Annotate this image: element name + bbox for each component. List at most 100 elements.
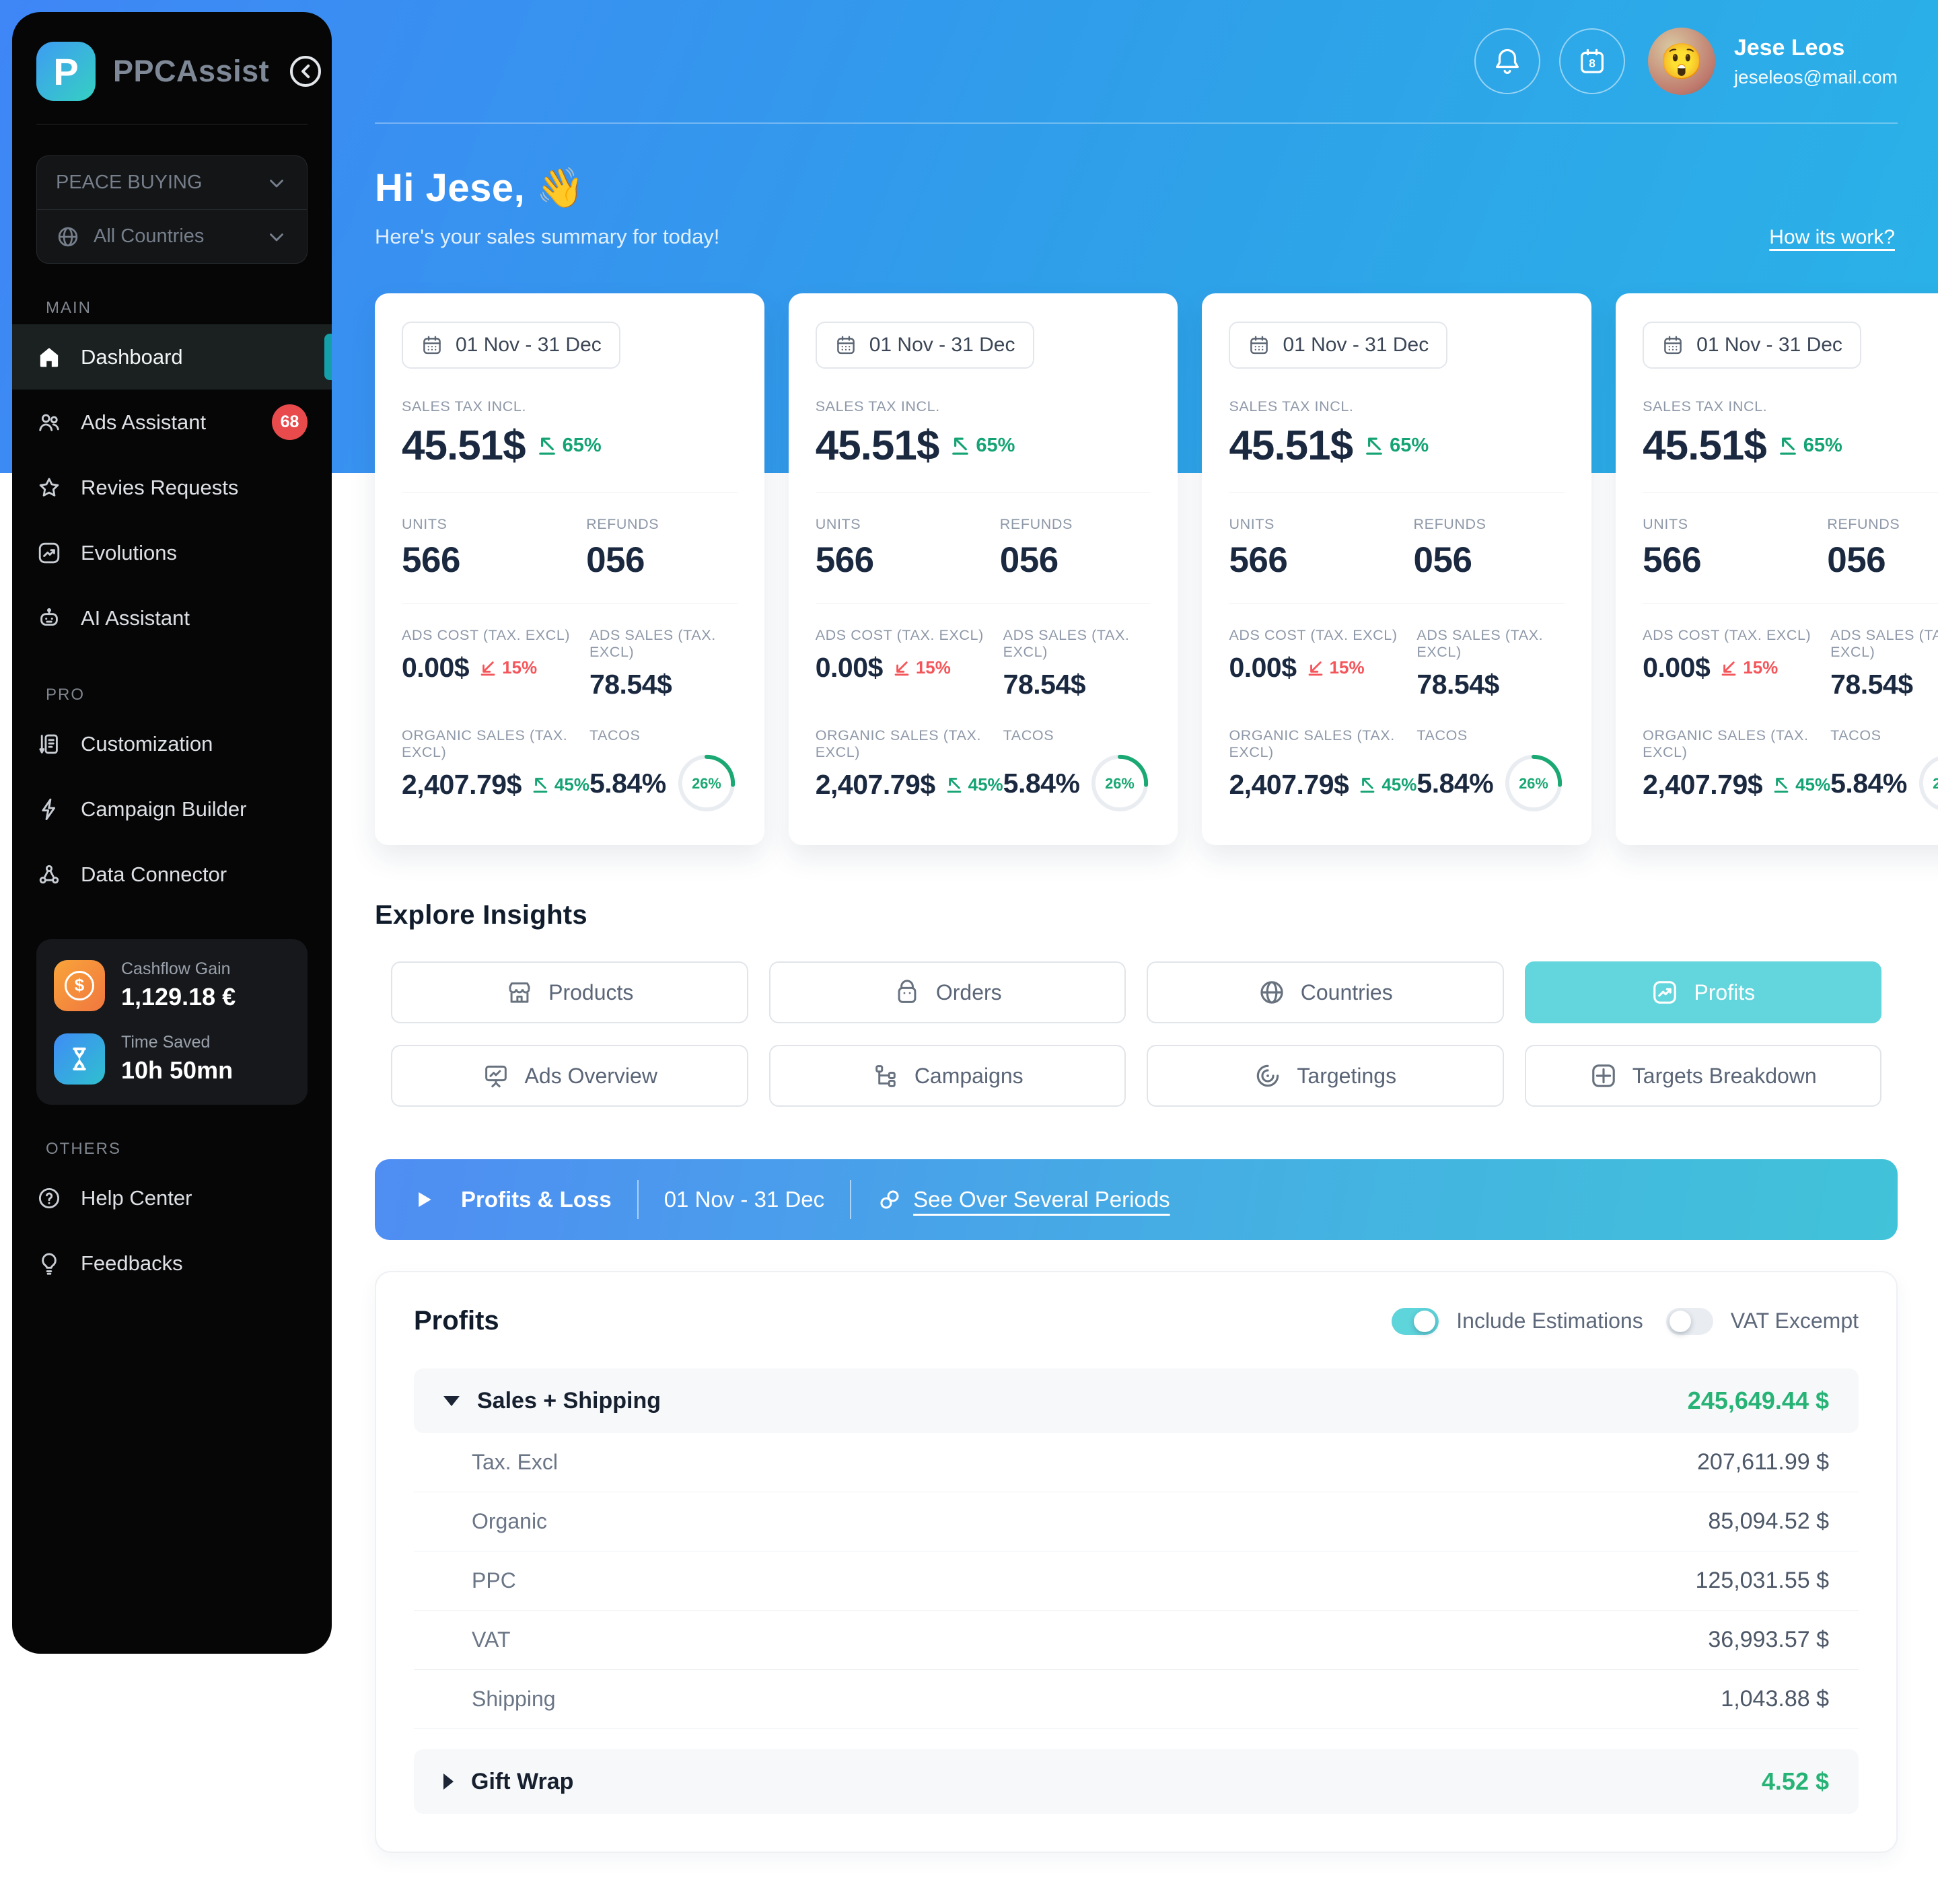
units-refunds-grid: UNITS 566 REFUNDS 056	[816, 516, 1151, 581]
row-value: 4.52 $	[1761, 1767, 1829, 1795]
time-saved-stat: Time Saved 10h 50mn	[54, 1033, 290, 1085]
explore-insights-title: Explore Insights	[375, 900, 587, 930]
organic-sales-value: 2,407.79$	[815, 769, 935, 800]
profits-table: Sales + Shipping 245,649.44 $ Tax. Excl …	[414, 1368, 1859, 1814]
sidebar-item-help-center[interactable]: Help Center	[12, 1165, 332, 1231]
date-range-label: 01 Nov - 31 Dec	[456, 334, 602, 356]
date-range-chip[interactable]: 01 Nov - 31 Dec	[402, 322, 620, 369]
profits-button[interactable]: Profits	[1524, 961, 1881, 1023]
sidebar-item-dashboard[interactable]: Dashboard	[12, 324, 332, 390]
svg-text:26%: 26%	[692, 775, 721, 792]
sidebar-item-ads-assistant[interactable]: Ads Assistant 68	[12, 390, 332, 455]
calendar-button[interactable]	[1558, 28, 1625, 94]
calendar-icon	[834, 334, 857, 357]
sidebar-stats-card: $ Cashflow Gain 1,129.18 € Time Saved 10…	[36, 939, 308, 1105]
home-icon	[36, 344, 62, 370]
units-refunds-grid: UNITS 566 REFUNDS 056	[402, 516, 738, 581]
sidebar-item-revies-requests[interactable]: Revies Requests	[12, 455, 332, 520]
orders-button[interactable]: Orders	[768, 961, 1126, 1023]
calendar-icon	[421, 334, 443, 357]
table-row-sales-shipping[interactable]: Sales + Shipping 245,649.44 $	[414, 1368, 1859, 1433]
chevron-left-circle-icon	[287, 52, 324, 90]
sidebar-item-campaign-builder[interactable]: Campaign Builder	[12, 776, 332, 842]
campaigns-button[interactable]: Campaigns	[768, 1045, 1126, 1107]
avatar[interactable]: 😲	[1647, 28, 1715, 95]
ads-cost-value: 0.00$	[402, 652, 470, 683]
sales-tax-value: 45.51$	[402, 423, 526, 469]
sidebar-section-main: MAIN	[46, 299, 92, 317]
greeting-subtitle: Here's your sales summary for today!	[375, 225, 720, 248]
card-divider	[402, 603, 738, 604]
refunds-value: 056	[999, 540, 1058, 580]
chevron-down-icon	[265, 225, 288, 248]
units-refunds-grid: UNITS 566 REFUNDS 056	[1643, 516, 1938, 581]
products-button[interactable]: Products	[391, 961, 748, 1023]
targetings-button[interactable]: Targetings	[1147, 1045, 1504, 1107]
countries-button[interactable]: Countries	[1147, 961, 1504, 1023]
refunds-value: 056	[1827, 540, 1886, 580]
sales-tax-value: 45.51$	[815, 423, 940, 469]
card-divider	[1643, 492, 1938, 493]
include-estimations-toggle[interactable]	[1392, 1307, 1439, 1335]
sales-delta: 65%	[1363, 435, 1429, 457]
card-divider	[1229, 492, 1565, 493]
units-value: 566	[1643, 540, 1702, 580]
account-selector[interactable]: PEACE BUYING	[37, 156, 307, 209]
pl-bar-date-range: 01 Nov - 31 Dec	[663, 1187, 825, 1212]
sidebar-item-data-connector[interactable]: Data Connector	[12, 842, 332, 907]
greeting-block: Hi Jese, 👋 Here's your sales summary for…	[375, 166, 1898, 249]
date-range-chip[interactable]: 01 Nov - 31 Dec	[815, 322, 1034, 369]
sidebar-item-label: Evolutions	[81, 540, 178, 564]
country-selector[interactable]: All Countries	[37, 210, 307, 263]
units-value: 566	[1229, 540, 1288, 580]
calendar-icon	[1577, 46, 1608, 77]
ads-sales-label: ADS SALES (TAX. EXCL)	[1830, 627, 1938, 660]
ads-cost-delta: 15%	[1306, 657, 1365, 678]
summary-card: 01 Nov - 31 Dec SALES TAX INCL. 45.51$ 6…	[375, 293, 764, 845]
shopping-bag-icon	[893, 978, 921, 1006]
see-several-periods-link[interactable]: See Over Several Periods	[877, 1187, 1170, 1212]
targets-breakdown-button[interactable]: Targets Breakdown	[1524, 1045, 1881, 1107]
units-value: 566	[815, 540, 874, 580]
organic-delta: 45%	[945, 774, 1003, 795]
row-value: 85,094.52 $	[1708, 1508, 1829, 1534]
units-label: UNITS	[1643, 516, 1688, 532]
notifications-button[interactable]	[1474, 28, 1540, 94]
tacos-value: 5.84%	[1830, 767, 1907, 799]
sidebar-item-label: Revies Requests	[81, 475, 239, 499]
user-name: Jese Leos	[1733, 34, 1845, 61]
sidebar-item-ai-assistant[interactable]: AI Assistant	[12, 585, 332, 651]
brand-logo-letter: P	[53, 50, 79, 93]
tacos-value: 5.84%	[1003, 767, 1080, 799]
units-refunds-grid: UNITS 566 REFUNDS 056	[1229, 516, 1565, 581]
profits-section: Profits Include Estimations VAT Excempt …	[375, 1271, 1898, 1853]
profits-title: Profits	[414, 1306, 499, 1335]
chevron-down-icon	[265, 172, 288, 194]
sidebar-item-customization[interactable]: Customization	[12, 711, 332, 776]
sidebar-item-feedbacks[interactable]: Feedbacks	[12, 1231, 332, 1296]
summary-cards-row: 01 Nov - 31 Dec SALES TAX INCL. 45.51$ 6…	[375, 293, 1938, 845]
trend-up-icon	[1363, 435, 1385, 457]
svg-text:26%: 26%	[1106, 775, 1135, 792]
trend-down-icon	[478, 659, 497, 678]
ads-cost-label: ADS COST (TAX. EXCL)	[402, 627, 571, 643]
explore-insights-section: Explore Insights Products Orders Countri…	[375, 900, 1898, 1107]
trend-chart-icon	[36, 540, 62, 566]
ads-overview-button[interactable]: Ads Overview	[391, 1045, 748, 1107]
table-row-gift-wrap[interactable]: Gift Wrap 4.52 $	[414, 1749, 1859, 1814]
date-range-chip[interactable]: 01 Nov - 31 Dec	[1643, 322, 1861, 369]
selector-divider	[37, 209, 307, 210]
row-value: 36,993.57 $	[1708, 1627, 1829, 1652]
play-icon[interactable]	[412, 1188, 435, 1211]
sidebar-collapse-button[interactable]	[287, 52, 324, 90]
row-value: 1,043.88 $	[1721, 1686, 1829, 1712]
how-it-works-link[interactable]: How its work?	[1769, 226, 1895, 248]
sidebar-item-label: AI Assistant	[81, 606, 190, 630]
explore-buttons-grid: Products Orders Countries Profits Ads Ov…	[375, 961, 1898, 1107]
vat-excempt-toggle[interactable]	[1665, 1307, 1713, 1335]
sidebar-item-evolutions[interactable]: Evolutions	[12, 520, 332, 585]
tacos-progress-ring: 26%	[1505, 754, 1563, 812]
ads-metrics-grid: ADS COST (TAX. EXCL) 0.00$ 15% ADS SALES…	[816, 627, 1151, 814]
sidebar-section-others: OTHERS	[46, 1140, 122, 1158]
date-range-chip[interactable]: 01 Nov - 31 Dec	[1229, 322, 1448, 369]
